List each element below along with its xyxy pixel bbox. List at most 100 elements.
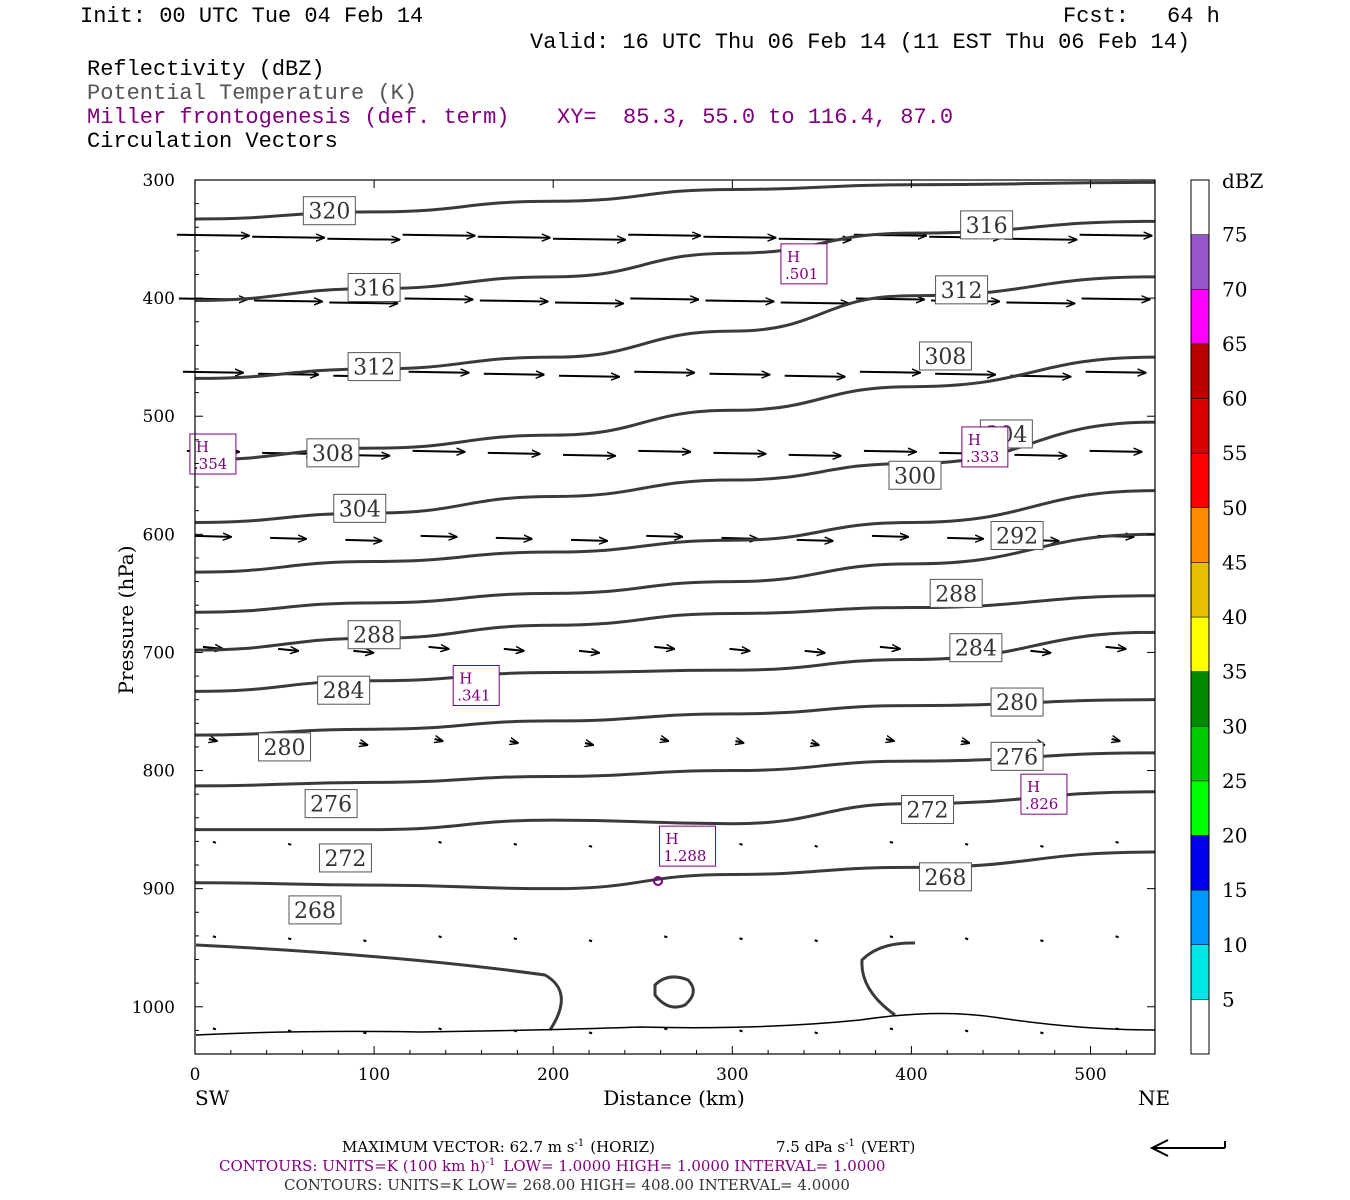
theta-label-308: 308	[918, 341, 972, 371]
svg-text:H: H	[787, 248, 800, 266]
plot-frame	[194, 179, 1156, 1055]
circulation-vector	[588, 1031, 593, 1035]
colorbar-level-65: 65	[1222, 332, 1247, 356]
circulation-vector	[705, 300, 773, 301]
circulation-vector	[495, 538, 532, 539]
x-tick-label: 300	[716, 1065, 748, 1085]
circulation-vector	[1040, 939, 1044, 943]
circulation-vector	[513, 842, 518, 846]
svg-text:H: H	[666, 830, 679, 848]
colorbar-swatch	[1190, 562, 1210, 618]
theta-labels: 320 316 312 308 304 288 284 280 276 272 268 316 312 3…	[258, 196, 1044, 925]
footer-vert-unit: (VERT)	[861, 1138, 916, 1156]
circulation-vector	[889, 840, 894, 844]
circulation-vector	[571, 540, 607, 541]
colorbar-level-70: 70	[1222, 277, 1247, 301]
circulation-vector	[555, 302, 623, 303]
circulation-vector	[404, 298, 473, 299]
circulation-vector	[329, 302, 397, 303]
y-tick-label: 600	[143, 525, 175, 545]
x-tick-label: 0	[190, 1065, 201, 1085]
svg-text:288: 288	[935, 582, 977, 607]
frontogenesis-contours	[195, 876, 1156, 1036]
circulation-vector	[964, 937, 969, 941]
colorbar-level-25: 25	[1222, 769, 1247, 793]
circulation-vector	[477, 237, 550, 238]
theta-contour-272	[194, 790, 1156, 832]
y-tick-label: 1000	[132, 998, 175, 1018]
colorbar-swatch	[1190, 179, 1210, 235]
svg-text:268: 268	[924, 866, 966, 891]
y-tick-label: 500	[143, 407, 175, 427]
circulation-vector	[814, 844, 819, 848]
circulation-vector	[1006, 302, 1074, 303]
colorbar-swatch	[1190, 780, 1210, 836]
colorbar-level-10: 10	[1222, 933, 1247, 957]
theta-label-288: 288	[347, 620, 401, 650]
colorbar-level-20: 20	[1222, 824, 1247, 848]
reference-vector-arrowhead	[1149, 1139, 1169, 1157]
colorbar-level-40: 40	[1222, 605, 1247, 629]
x-end-label-right: NE	[1138, 1086, 1170, 1110]
legend-reflectivity: Reflectivity (dBZ)	[87, 57, 325, 82]
forecast-label: Fcst:	[1063, 4, 1130, 29]
circulation-vector	[814, 939, 819, 943]
theta-label-276: 276	[304, 789, 358, 819]
svg-text:316: 316	[353, 276, 395, 301]
circulation-vector	[363, 1031, 367, 1035]
frontogenesis-max-.333: H.333	[961, 426, 1009, 468]
colorbar-level-5: 5	[1222, 987, 1235, 1011]
circulation-vector	[327, 239, 399, 240]
terrain-contour-left	[195, 943, 563, 1031]
circulation-vector	[287, 842, 292, 846]
legend-vectors: Circulation Vectors	[87, 129, 338, 154]
svg-text:280: 280	[264, 736, 306, 761]
svg-text:276: 276	[310, 793, 352, 818]
footer-contours-purple-b: LOW= 1.0000 HIGH= 1.0000 INTERVAL= 1.000…	[503, 1157, 885, 1175]
theta-label-292: 292	[990, 521, 1044, 551]
circulation-vector	[503, 649, 524, 651]
frontogenesis-contour	[653, 975, 695, 1009]
theta-label-284: 284	[949, 633, 1003, 663]
theta-label-272: 272	[901, 795, 955, 825]
svg-text:272: 272	[907, 799, 949, 824]
theta-label-316: 316	[347, 272, 401, 302]
theta-label-304: 304	[333, 493, 387, 523]
circulation-vector	[961, 741, 969, 743]
circulation-vector	[859, 372, 920, 373]
footer-exp-3: -1	[486, 1157, 496, 1168]
colorbar-swatch	[1190, 835, 1210, 891]
theta-label-316: 316	[960, 210, 1014, 240]
colorbar-swatch	[1190, 726, 1210, 782]
y-tick-label: 400	[143, 289, 175, 309]
svg-text:308: 308	[924, 345, 966, 370]
circulation-vector	[713, 453, 765, 454]
circulation-vector	[811, 743, 819, 745]
valid-time: Valid: 16 UTC Thu 06 Feb 14 (11 EST Thu …	[530, 30, 1191, 55]
circulation-vector	[660, 739, 668, 741]
frontogenesis-max-.341: H.341	[452, 665, 500, 707]
y-tick-label: 800	[143, 762, 175, 782]
theta-contour-268	[194, 850, 1156, 891]
circulation-vector	[254, 300, 322, 301]
circulation-vector	[1040, 1031, 1044, 1035]
x-axis-label: Distance (km)	[603, 1086, 745, 1110]
colorbar-swatch	[1190, 889, 1210, 945]
theta-contour-312	[194, 275, 1156, 380]
frontogenesis-max-.826: H.826	[1020, 773, 1068, 815]
circulation-vector	[1040, 844, 1044, 848]
circulation-vector	[634, 372, 694, 373]
circulation-vector	[212, 1027, 217, 1031]
circulation-vector	[559, 376, 619, 377]
circulation-vector	[438, 1027, 442, 1031]
svg-text:H: H	[459, 670, 472, 688]
circulation-vector	[630, 298, 698, 299]
svg-text:280: 280	[996, 691, 1038, 716]
circulation-vector	[212, 935, 217, 939]
y-axis-label: Pressure (hPa)	[114, 546, 138, 695]
circulation-vector	[428, 647, 449, 649]
circulation-vector	[729, 649, 749, 651]
circulation-vector	[784, 376, 845, 377]
circulation-vector	[182, 372, 243, 373]
theta-label-280: 280	[258, 732, 312, 762]
